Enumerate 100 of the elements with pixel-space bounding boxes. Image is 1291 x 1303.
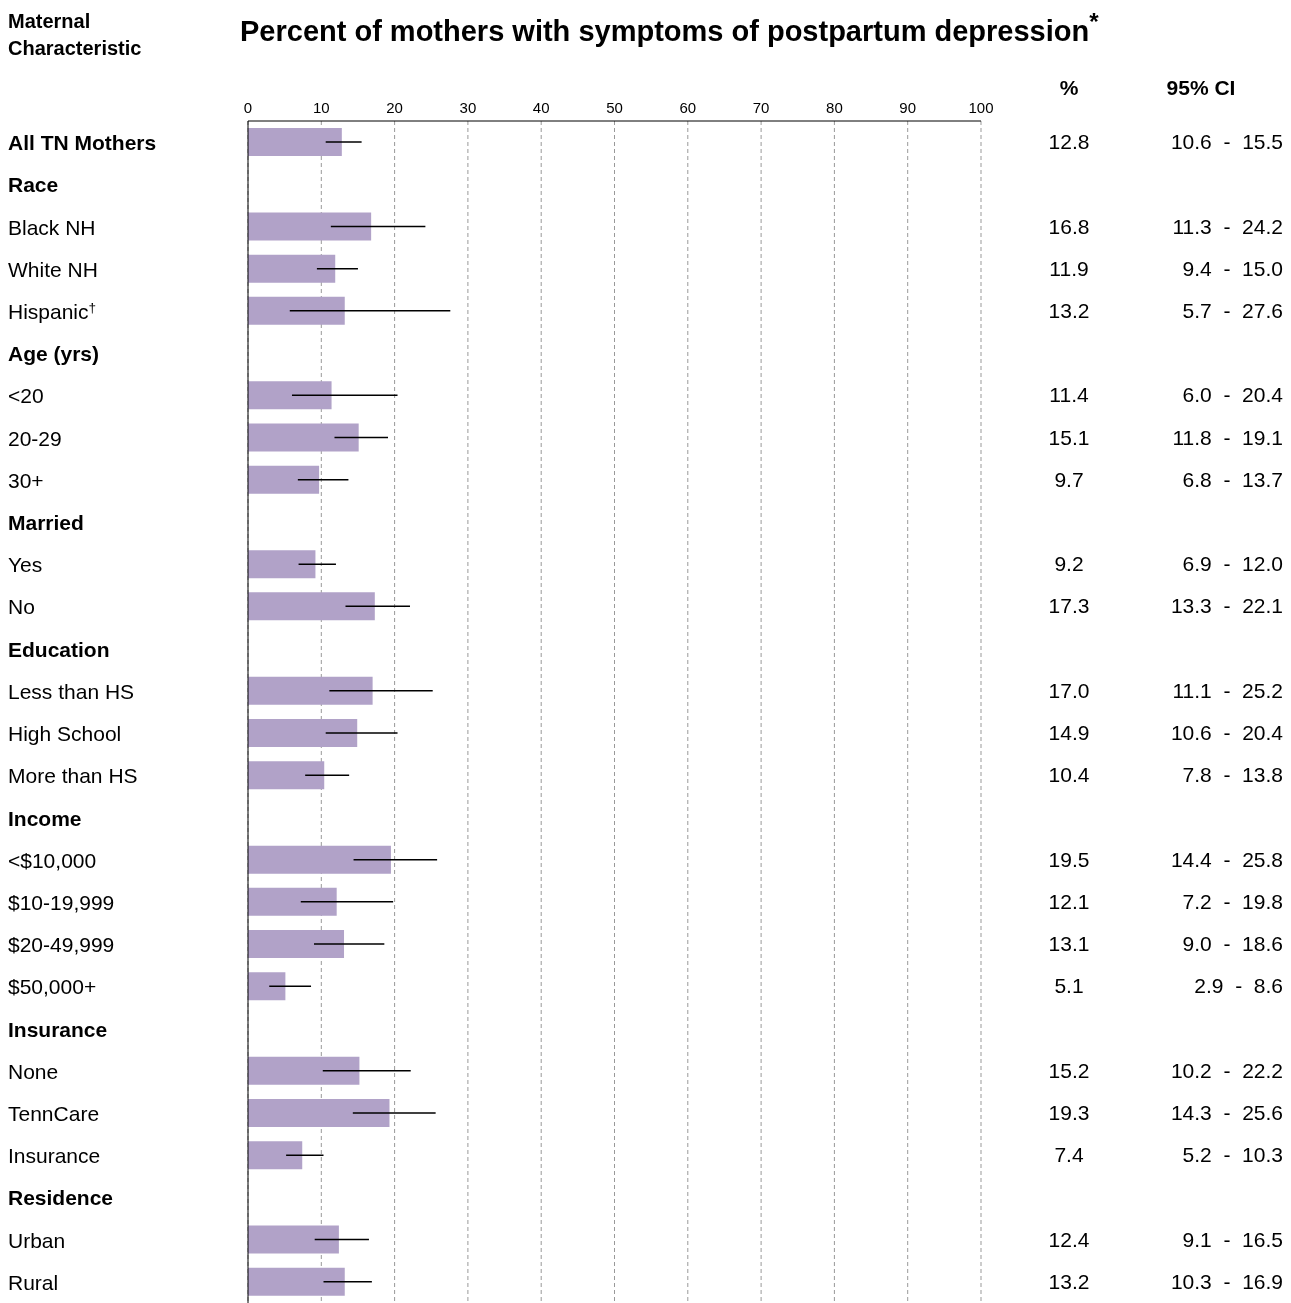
text: 6.8 - 13.7 xyxy=(1182,467,1283,492)
x-tick-label: 60 xyxy=(679,99,697,116)
text: 17.0 xyxy=(1047,678,1091,703)
text: 10.6 - 15.5 xyxy=(1170,130,1283,155)
text: 19.3 xyxy=(1047,1101,1091,1126)
text: 11.9 xyxy=(1048,256,1090,281)
x-tick-label: 10 xyxy=(312,99,330,116)
y-tick-label: Insurance xyxy=(8,1017,108,1041)
text: 15.1 xyxy=(1047,425,1091,450)
bar xyxy=(248,1098,390,1127)
text: 17.3 xyxy=(1047,594,1091,619)
text: 19.5 xyxy=(1047,847,1091,872)
text: 9.1 - 16.5 xyxy=(1182,1227,1283,1252)
x-tick-label: 100 xyxy=(968,99,994,116)
bar xyxy=(248,128,342,156)
bar xyxy=(248,423,359,452)
y-tick-label: Race xyxy=(8,173,59,197)
text: 14.4 - 25.8 xyxy=(1170,847,1283,872)
text: 12.4 xyxy=(1047,1227,1091,1252)
y-tick-label: Black NH xyxy=(8,215,96,239)
text: 15.2 xyxy=(1047,1058,1091,1083)
text: 7.4 xyxy=(1053,1143,1085,1168)
y-tick-label: White NH xyxy=(8,257,98,281)
y-tick-label: Income xyxy=(8,806,82,830)
text: 13.2 xyxy=(1047,298,1091,323)
y-tick-label: <20 xyxy=(8,384,44,408)
y-axis-title: Maternal Characteristic xyxy=(8,9,143,61)
text: 7.8 - 13.8 xyxy=(1182,763,1283,788)
bar xyxy=(248,1141,303,1170)
text: 9.2 xyxy=(1053,552,1085,577)
y-tick-label: More than HS xyxy=(8,764,138,788)
text: 7.2 - 19.8 xyxy=(1182,889,1283,914)
y-tick-label: $20-49,999 xyxy=(8,933,115,957)
bar xyxy=(248,254,336,283)
text: 12.8 xyxy=(1047,130,1091,155)
bar xyxy=(248,1225,339,1254)
y-tick-label: Rural xyxy=(8,1270,59,1294)
y-tick-label: Less than HS xyxy=(8,679,135,703)
x-tick-label: 40 xyxy=(532,99,550,116)
x-tick-label: 0 xyxy=(243,99,253,116)
text: 95% CI xyxy=(1165,76,1237,100)
text: 10.4 xyxy=(1047,763,1091,788)
bar xyxy=(248,1267,345,1296)
bar xyxy=(248,550,316,579)
text: 6.9 - 12.0 xyxy=(1182,552,1283,577)
x-tick-label: 20 xyxy=(386,99,403,116)
chart-title: Percent of mothers with symptoms of postpartum depression$^{*}$ xyxy=(240,8,1099,48)
text: 13.1 xyxy=(1047,932,1091,957)
text: 13.3 - 22.1 xyxy=(1170,594,1283,619)
x-tick-label: 90 xyxy=(899,99,917,116)
bar xyxy=(248,381,332,410)
text: 6.0 - 20.4 xyxy=(1182,383,1283,408)
text: 5.2 - 10.3 xyxy=(1182,1143,1283,1168)
x-tick-label: 70 xyxy=(752,99,770,116)
bar xyxy=(248,719,358,747)
y-tick-label: Education xyxy=(8,637,110,661)
y-tick-label: Age (yrs) xyxy=(8,342,100,366)
bar xyxy=(248,592,375,621)
y-tick-label: Married xyxy=(8,511,84,535)
bar xyxy=(248,1056,360,1085)
text: 11.4 xyxy=(1048,383,1090,408)
y-tick-label: High School xyxy=(8,722,122,746)
text: 14.9 xyxy=(1047,721,1091,746)
bar xyxy=(248,887,337,916)
text: % xyxy=(1058,76,1080,100)
text: 9.7 xyxy=(1053,467,1085,492)
bar xyxy=(248,845,391,874)
x-tick-label: 80 xyxy=(826,99,843,116)
text: 5.7 - 27.6 xyxy=(1182,298,1283,323)
x-tick-label: 30 xyxy=(459,99,477,116)
text: 11.8 - 19.1 xyxy=(1172,425,1283,450)
y-tick-label: Urban xyxy=(8,1228,66,1252)
y-tick-label: Insurance xyxy=(8,1144,101,1168)
bar xyxy=(248,972,286,1001)
y-tick-label: No xyxy=(8,595,35,619)
y-tick-label: None xyxy=(8,1059,59,1083)
y-tick-label: 20-29 xyxy=(8,426,62,450)
text: 2.9 - 8.6 xyxy=(1194,974,1283,999)
bar xyxy=(248,212,372,241)
text: 9.0 - 18.6 xyxy=(1182,932,1283,957)
text: 10.3 - 16.9 xyxy=(1170,1269,1283,1294)
text: 11.3 - 24.2 xyxy=(1172,214,1283,239)
text: 13.2 xyxy=(1047,1269,1091,1294)
text: 5.1 xyxy=(1053,974,1085,999)
text: 9.4 - 15.0 xyxy=(1182,256,1283,281)
bar xyxy=(248,676,373,705)
y-tick-label: All TN Mothers xyxy=(8,131,157,155)
bar xyxy=(248,296,345,325)
y-tick-label: Yes xyxy=(8,553,43,577)
text: 16.8 xyxy=(1047,214,1091,239)
bar xyxy=(248,761,325,790)
text: 11.1 - 25.2 xyxy=(1172,678,1283,703)
text: 14.3 - 25.6 xyxy=(1170,1101,1283,1126)
y-tick-label: TennCare xyxy=(8,1102,100,1126)
text: 10.2 - 22.2 xyxy=(1170,1058,1283,1083)
x-tick-label: 50 xyxy=(606,99,623,116)
y-tick-label: 30+ xyxy=(8,468,44,492)
y-tick-label: <$10,000 xyxy=(8,848,97,872)
y-tick-label: Hispanic$^{†}$ xyxy=(8,299,97,323)
bar xyxy=(248,930,345,959)
